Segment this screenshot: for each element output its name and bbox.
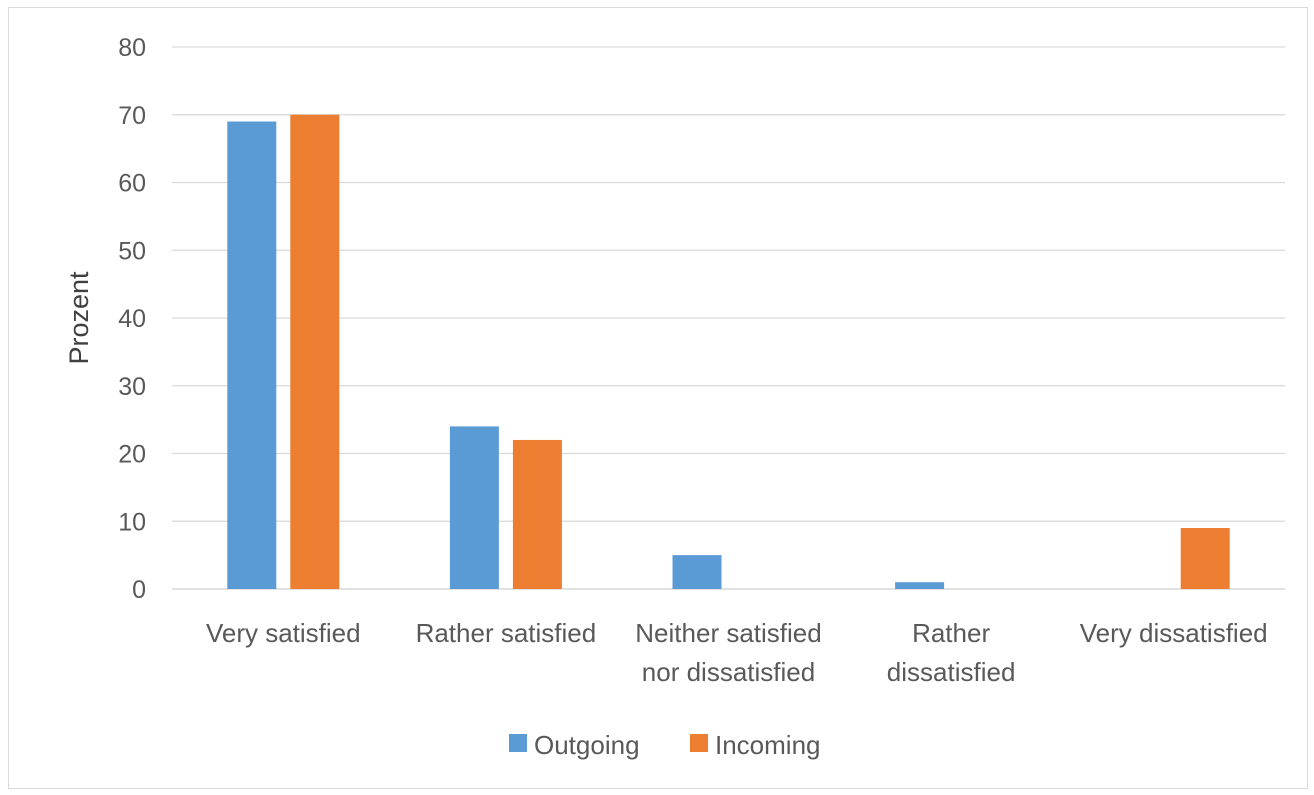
bar-outgoing [449, 426, 499, 589]
bar-outgoing [895, 582, 945, 589]
x-axis-categories: Very satisfied Rather satisfied Neither sa… [206, 618, 1268, 687]
chart-frame [8, 7, 1308, 789]
y-tick-label: 70 [118, 102, 146, 130]
y-tick-label: 0 [132, 576, 146, 604]
legend-swatch-incoming [690, 734, 708, 752]
y-tick-label: 80 [118, 34, 146, 62]
bar-incoming [512, 439, 562, 589]
x-category-label: nor dissatisfied [642, 657, 815, 687]
legend-label-incoming: Incoming [715, 730, 821, 760]
bar-incoming [1180, 528, 1230, 589]
bar-outgoing [672, 555, 722, 589]
bar-incoming [290, 114, 340, 589]
gridlines [172, 46, 1285, 590]
y-axis-ticks: 0 10 20 30 40 50 60 70 80 [118, 34, 146, 604]
legend: Outgoing Incoming [509, 730, 821, 760]
y-tick-label: 40 [118, 305, 146, 333]
legend-swatch-outgoing [509, 734, 527, 752]
x-category-label: Neither satisfied [635, 618, 821, 648]
bar-outgoing [227, 121, 277, 590]
y-tick-label: 60 [118, 170, 146, 198]
x-category-label: dissatisfied [887, 657, 1016, 687]
x-category-label: Very satisfied [206, 618, 361, 648]
y-tick-label: 20 [118, 441, 146, 469]
y-tick-label: 50 [118, 237, 146, 265]
y-tick-label: 30 [118, 373, 146, 401]
y-tick-label: 10 [118, 508, 146, 536]
x-category-label: Rather satisfied [416, 618, 597, 648]
legend-label-outgoing: Outgoing [534, 730, 640, 760]
x-category-label: Rather [912, 618, 990, 648]
bars [227, 114, 1230, 590]
x-category-label: Very dissatisfied [1080, 618, 1268, 648]
y-axis-title: Prozent [64, 271, 94, 365]
